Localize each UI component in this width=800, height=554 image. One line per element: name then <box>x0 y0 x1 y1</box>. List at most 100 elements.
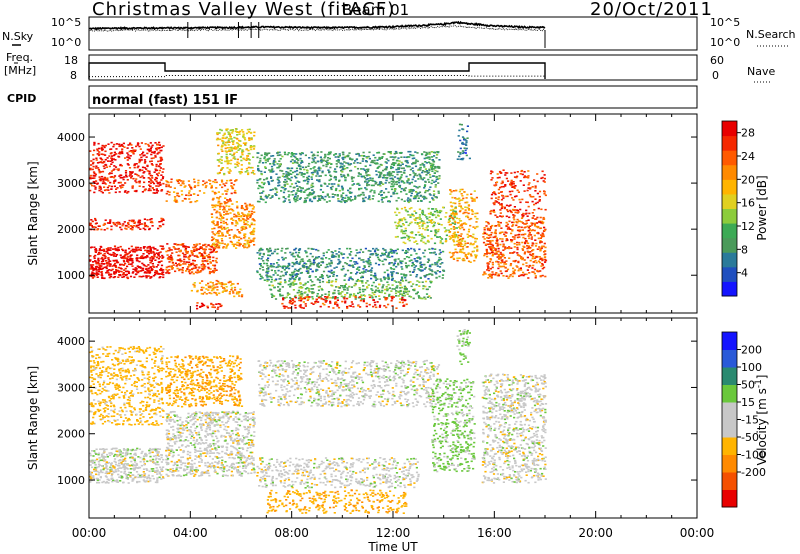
power-point-9 <box>433 155 436 157</box>
power-point-10 <box>262 260 265 262</box>
power-point-9 <box>366 157 369 159</box>
power-point-10 <box>304 250 307 252</box>
power-point-15 <box>489 236 492 239</box>
power-point-15 <box>483 228 486 231</box>
power-point-3 <box>169 254 173 257</box>
power-point-2 <box>92 154 95 156</box>
power-point-2 <box>155 189 158 192</box>
power-point-14 <box>462 212 465 215</box>
power-point-7 <box>215 283 218 286</box>
power-point-12 <box>332 307 335 309</box>
power-point-10 <box>293 263 296 266</box>
power-point-11 <box>278 290 281 292</box>
power-point-6 <box>217 138 220 141</box>
power-point-9 <box>401 163 404 165</box>
power-point-10 <box>266 272 269 274</box>
power-point-9 <box>378 193 381 195</box>
power-point-9 <box>408 191 411 193</box>
power-point-13 <box>422 213 425 216</box>
power-point-4 <box>211 190 214 193</box>
power-point-10 <box>411 262 414 265</box>
power-point-11 <box>361 288 364 291</box>
power-point-5 <box>218 204 221 206</box>
power-point-10 <box>399 260 402 262</box>
power-point-3 <box>181 268 184 271</box>
power-point-9 <box>382 183 385 185</box>
power-point-9 <box>287 171 290 174</box>
power-point-6 <box>234 148 237 150</box>
power-point-10 <box>395 252 398 255</box>
power-point-10 <box>397 262 400 265</box>
power-point-10 <box>330 261 333 264</box>
power-point-10 <box>426 261 429 263</box>
power-point-2 <box>103 176 106 179</box>
power-point-13 <box>421 211 424 214</box>
power-point-9 <box>257 168 260 170</box>
power-point-9 <box>425 170 428 172</box>
power-point-14 <box>469 242 472 245</box>
power-point-0 <box>152 246 155 249</box>
power-point-11 <box>321 294 324 296</box>
power-point-9 <box>328 200 331 202</box>
power-point-4 <box>226 188 229 191</box>
power-point-0 <box>108 253 111 256</box>
power-point-10 <box>384 277 387 279</box>
power-point-10 <box>305 251 308 254</box>
power-point-6 <box>229 129 232 132</box>
power-point-0 <box>127 258 131 261</box>
power-point-9 <box>258 200 261 203</box>
power-point-9 <box>326 159 329 162</box>
power-point-5 <box>249 239 252 242</box>
power-point-2 <box>148 184 151 186</box>
power-point-2 <box>126 179 129 181</box>
power-point-12 <box>401 296 404 299</box>
power-point-1 <box>95 222 98 224</box>
power-point-14 <box>459 242 462 244</box>
power-point-10 <box>381 260 384 262</box>
power-point-10 <box>337 254 340 257</box>
power-point-9 <box>349 187 352 190</box>
power-point-9 <box>307 175 310 178</box>
power-point-0 <box>128 259 131 262</box>
power-point-9 <box>354 196 357 199</box>
power-point-9 <box>425 197 428 200</box>
power-point-6 <box>236 165 240 167</box>
power-point-14 <box>459 235 462 237</box>
power-point-14 <box>451 205 454 208</box>
power-point-3 <box>168 261 171 263</box>
power-point-6 <box>250 131 253 134</box>
power-point-10 <box>377 258 380 261</box>
power-point-2 <box>147 143 150 146</box>
power-point-8 <box>200 305 203 307</box>
power-point-0 <box>160 269 163 272</box>
power-point-9 <box>283 189 286 191</box>
power-point-14 <box>464 201 467 204</box>
power-point-9 <box>321 171 324 174</box>
power-point-3 <box>203 252 206 254</box>
power-point-6 <box>236 146 239 149</box>
power-point-5 <box>250 222 253 224</box>
power-point-2 <box>124 172 128 174</box>
power-point-5 <box>211 206 214 209</box>
power-point-2 <box>119 152 122 155</box>
power-point-1 <box>143 222 146 224</box>
power-point-2 <box>143 189 146 192</box>
power-point-9 <box>427 171 430 174</box>
power-point-1 <box>127 223 130 226</box>
power-point-3 <box>206 259 209 262</box>
power-point-11 <box>416 280 419 282</box>
power-point-0 <box>160 260 163 262</box>
power-point-12 <box>390 296 393 298</box>
power-point-3 <box>173 247 176 249</box>
power-point-10 <box>338 248 341 250</box>
power-point-11 <box>304 282 307 285</box>
power-point-10 <box>318 266 321 268</box>
power-point-9 <box>437 165 440 168</box>
power-point-10 <box>335 266 338 268</box>
power-point-9 <box>263 171 266 173</box>
power-point-7 <box>239 288 242 291</box>
power-point-9 <box>280 190 283 192</box>
power-point-9 <box>391 185 395 188</box>
power-point-14 <box>457 234 461 237</box>
power-point-11 <box>429 281 433 284</box>
